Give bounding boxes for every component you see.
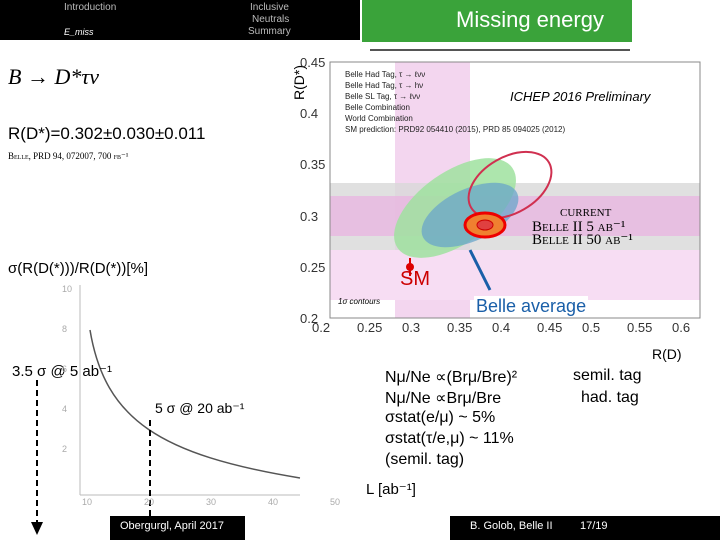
y-tick-label: 8	[62, 324, 68, 334]
title-box	[362, 0, 632, 42]
x-tick-label: 0.45	[537, 320, 563, 335]
scenario: Belle II 50 ab⁻¹	[532, 232, 633, 248]
right-plot	[329, 61, 701, 319]
scenario: Belle II 5 ab⁻¹	[532, 219, 626, 235]
footer-author: B. Golob, Belle II	[470, 520, 553, 532]
y-tick-label: 0.3	[300, 208, 319, 224]
y-tick-label: 10	[62, 284, 73, 294]
average-label: Belle average	[474, 296, 589, 317]
legend-item: World Combination	[345, 114, 413, 123]
arrow-head	[31, 522, 43, 535]
reference: Belle, PRD 94, 072007, 700 fb⁻¹	[8, 151, 129, 161]
legend-item: Belle Had Tag, τ → hν	[345, 81, 424, 90]
annotation: 5 σ @ 20 ab⁻¹	[155, 400, 245, 416]
preliminary: ICHEP 2016 Preliminary	[510, 89, 651, 104]
nav-item[interactable]: Introduction	[64, 2, 117, 13]
slide-title: Missing energy	[456, 7, 604, 32]
x-tick-label: 40	[268, 497, 279, 507]
sm-label: SM	[400, 268, 430, 290]
footer-page: 17/19	[580, 520, 608, 532]
x-tick-label: 30	[206, 497, 217, 507]
footer-place: Obergurgl, April 2017	[120, 520, 224, 532]
contour	[467, 150, 553, 220]
x-tick-label: 0.35	[447, 320, 473, 335]
band	[330, 250, 700, 300]
axis-label: L [ab⁻¹]	[366, 481, 416, 498]
nav-item[interactable]: Inclusive	[250, 2, 289, 13]
annotation: 3.5 σ @ 5 ab⁻¹	[12, 363, 112, 380]
x-tick-label: 20	[144, 497, 155, 507]
text-line: σstat(e/μ) ~ 5%	[385, 409, 496, 426]
x-label: R(D)	[652, 346, 682, 362]
frame	[329, 61, 701, 319]
decay: B → D*τν	[8, 64, 99, 89]
x-tick-label: 0.55	[627, 320, 653, 335]
y-tick-label: 0.25	[300, 259, 326, 275]
footer-box	[110, 516, 245, 540]
contour	[476, 219, 494, 231]
x-tick-label: 0.25	[357, 320, 383, 335]
tag: had. tag	[581, 389, 639, 406]
x-tick-label: 50	[330, 497, 341, 507]
y-tick-label: 0.45	[300, 55, 326, 70]
text-line: Nμ/Ne ∝(Brμ/Bre)²	[385, 369, 518, 386]
legend-item: Belle Had Tag, τ → ℓνν	[345, 70, 426, 79]
nav-bar	[0, 0, 360, 40]
legend-item: SM prediction: PRD92 054410 (2015), PRD …	[345, 125, 566, 134]
y-tick-label: 4	[62, 404, 68, 414]
nav-item[interactable]: Summary	[248, 26, 291, 37]
y-tick-label: 0.35	[300, 157, 326, 173]
x-tick-label: 10	[82, 497, 93, 507]
text-line: Nμ/Ne ∝Brμ/Bre	[385, 390, 502, 407]
tag: semil. tag	[573, 367, 642, 384]
x-tick-label: 0.4	[492, 320, 511, 335]
y-tick-label: 2	[62, 444, 68, 454]
curve	[89, 329, 301, 479]
legend-item: Belle SL Tag, τ → ℓνν	[345, 92, 421, 101]
arrow	[468, 249, 492, 291]
scenario: current	[560, 204, 612, 220]
x-tick-label: 0.6	[672, 320, 691, 335]
contour-note: 1σ contours	[338, 297, 381, 306]
y-label: R(D*)	[291, 65, 307, 100]
x-tick-label: 0.3	[402, 320, 421, 335]
y-tick-label: 0.4	[300, 106, 319, 122]
nav-item[interactable]: Neutrals	[252, 14, 290, 25]
x-tick-label: 0.2	[312, 320, 331, 335]
result: R(D*)=0.302±0.030±0.011	[8, 124, 206, 143]
plot-title: σ(R(D(*)))/R(D(*))[%]	[8, 260, 149, 277]
lower-plot	[31, 285, 301, 535]
text-line: σstat(τ/e,μ) ~ 11%	[385, 430, 514, 447]
x-tick-label: 0.5	[582, 320, 601, 335]
legend-item: Belle Combination	[345, 103, 410, 112]
footer-box	[450, 516, 720, 540]
nav-sub[interactable]: E_miss	[64, 27, 94, 37]
text-line: (semil. tag)	[385, 451, 465, 468]
y-tick-label: 0.2	[300, 311, 319, 326]
y-tick-label: 6	[62, 364, 68, 374]
